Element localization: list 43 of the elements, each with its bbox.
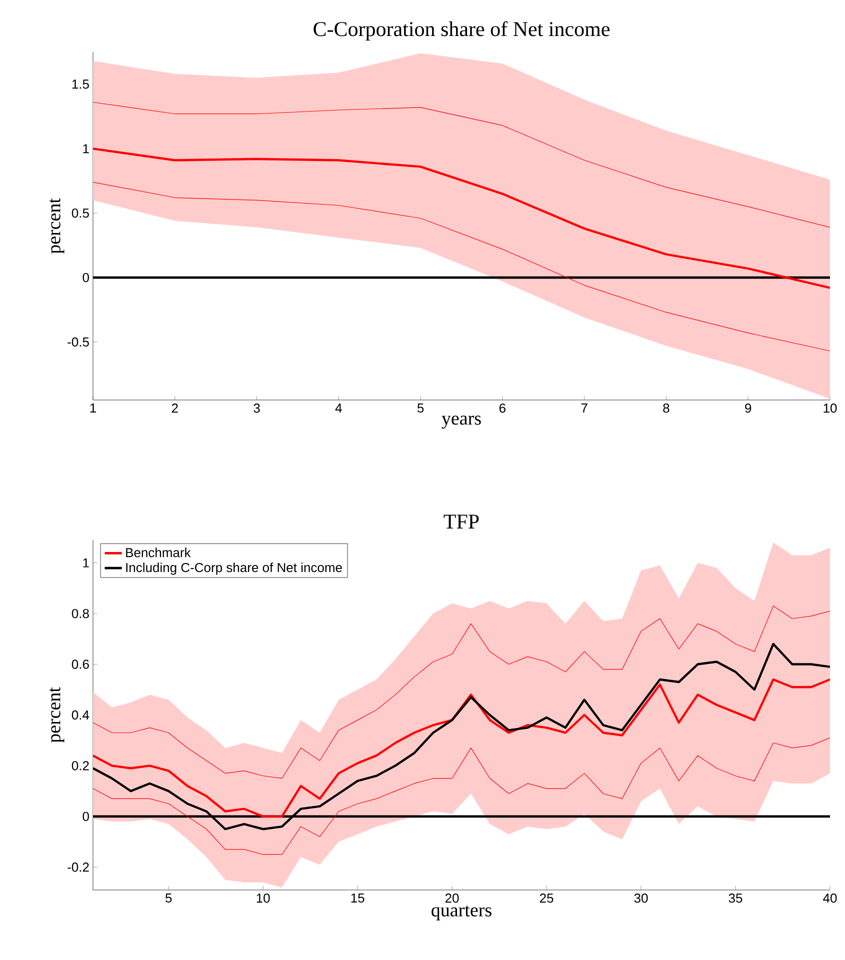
line-series [93,678,830,818]
x-tick-label: 5 [417,404,424,413]
y-tick-label: 1 [83,558,89,568]
x-tick-label: 40 [823,894,837,903]
y-tick-label: 0 [82,812,89,822]
line-series [93,606,830,779]
x-tick-label: 4 [335,404,342,412]
y-tick-label: 0.6 [72,660,89,669]
x-tick-label: 10 [824,404,837,413]
x-tick-label: 3 [254,404,260,413]
x-axis-title: years [442,416,481,429]
y-tick-label: 0.5 [72,208,89,218]
x-tick-label: 9 [745,404,752,413]
x-tick-label: 30 [634,894,648,903]
x-tick-label: 2 [172,404,178,413]
x-tick-label: 8 [663,404,670,413]
x-tick-label: 35 [728,894,742,903]
line-series [93,182,830,352]
y-tick-label: 1.5 [72,80,89,89]
y-tick-label: 0.8 [72,608,89,618]
line-series [93,102,830,228]
x-axis-title: quarters [432,906,492,920]
legend-label: Benchmark [126,548,191,558]
x-tick-label: 25 [540,894,554,903]
x-tick-label: 7 [581,404,588,412]
y-tick-label: -0.5 [68,337,89,347]
y-tick-label: 1 [83,144,89,154]
line-series [93,148,830,289]
x-tick-label: 5 [165,894,172,903]
x-tick-label: 20 [445,894,459,903]
x-tick-label: 10 [256,894,270,903]
y-tick-label: 0 [82,272,89,282]
y-tick-label: 0.4 [72,710,90,720]
y-tick-label: -0.2 [68,862,89,872]
chart-title: TFP [444,514,479,528]
legend-label: Including C-Corp share of Net income [126,562,342,575]
x-tick-label: 15 [351,894,364,903]
x-tick-label: 6 [499,404,506,413]
y-tick-label: 0.2 [72,761,89,770]
y-axis-title: percent [49,687,64,743]
x-tick-label: 1 [90,404,96,412]
y-axis-title: percent [49,198,64,254]
chart-title: C-Corporation share of Net income [314,21,610,40]
